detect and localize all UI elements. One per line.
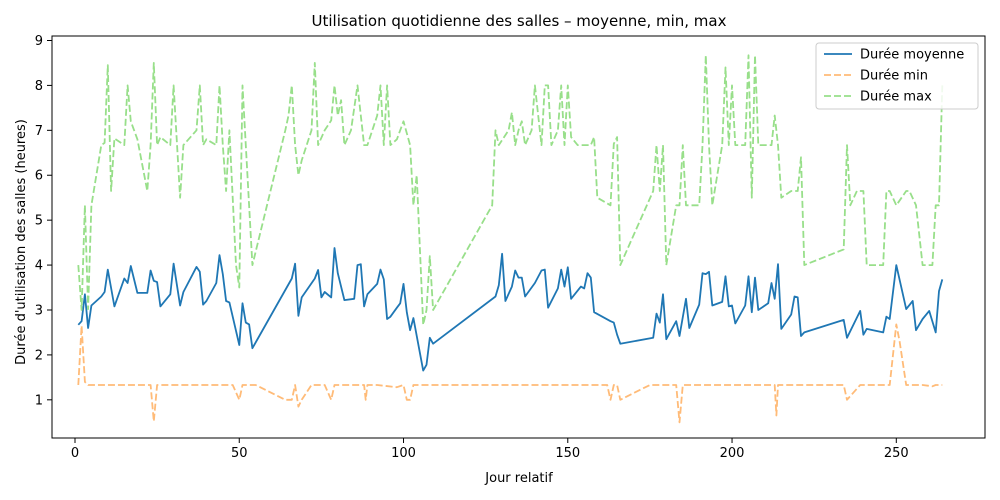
chart-title: Utilisation quotidienne des salles – moy… — [312, 12, 727, 30]
y-tick-label: 4 — [35, 259, 43, 274]
x-tick-label: 250 — [884, 446, 909, 461]
legend-label-2: Durée min — [860, 69, 928, 84]
x-axis: 0 50 100 150 200 250 — [71, 438, 909, 461]
plot-frame — [51, 35, 986, 439]
y-axis: 1 2 3 4 5 6 7 8 9 — [35, 34, 52, 408]
x-tick-label: 50 — [231, 446, 248, 461]
y-tick-label: 8 — [35, 79, 43, 94]
x-tick-label: 150 — [555, 446, 580, 461]
series-line-2 — [77, 323, 943, 424]
x-axis-label: Jour relatif — [484, 471, 553, 486]
y-tick-label: 9 — [35, 34, 43, 49]
x-tick-label: 0 — [71, 446, 79, 461]
y-tick-label: 3 — [35, 303, 43, 318]
y-axis-label: Durée d'utilisation des salles (heures) — [14, 119, 29, 365]
y-tick-label: 1 — [35, 393, 43, 408]
x-tick-label: 100 — [391, 446, 416, 461]
legend-label-1: Durée moyenne — [860, 48, 964, 63]
series-line-1 — [77, 247, 944, 372]
y-tick-label: 6 — [35, 169, 43, 184]
y-tick-label: 7 — [35, 124, 43, 139]
y-tick-label: 2 — [35, 348, 43, 363]
legend: Durée moyenne Durée min Durée max — [815, 42, 979, 110]
series-line-3 — [77, 54, 944, 326]
legend-label-3: Durée max — [860, 90, 932, 105]
x-tick-label: 200 — [720, 446, 745, 461]
y-tick-label: 5 — [35, 214, 43, 229]
legend-box — [815, 42, 979, 110]
